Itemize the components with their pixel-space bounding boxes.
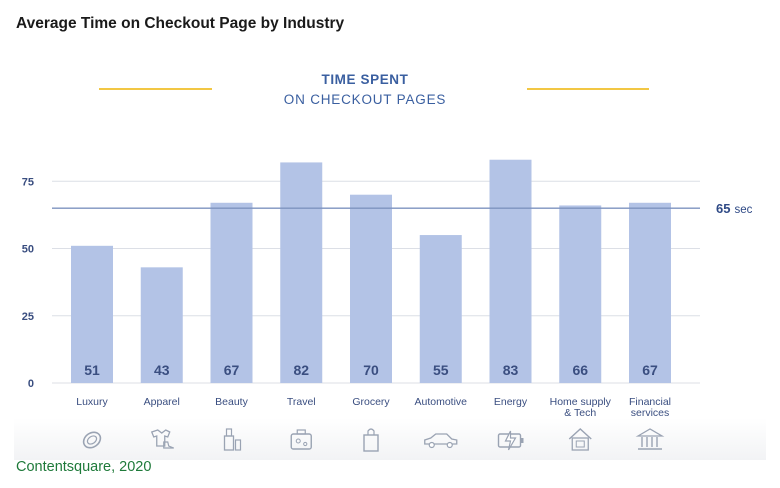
x-tick-label: Energy [494, 396, 528, 408]
x-tick-label: Beauty [215, 396, 248, 408]
x-tick-label: services [631, 407, 670, 419]
page-title: Average Time on Checkout Page by Industr… [16, 15, 345, 32]
y-tick-label: 25 [22, 311, 34, 323]
battery-charge-icon [497, 430, 524, 451]
x-tick-label: & Tech [564, 407, 596, 419]
data-label: 70 [363, 362, 379, 378]
chart-title: TIME SPENT ON CHECKOUT PAGES [240, 70, 490, 110]
reference-value: 65 [716, 201, 730, 216]
reference-unit: sec [734, 204, 752, 216]
cosmetics-icon [223, 428, 242, 451]
suitcase-icon [290, 429, 312, 450]
reference-line-group: 65 sec [52, 201, 753, 216]
x-tick-label: Grocery [352, 396, 390, 408]
data-label: 82 [293, 362, 309, 378]
bars [71, 159, 671, 383]
chart-title-line1: TIME SPENT [321, 72, 409, 87]
bar-financial-services [629, 202, 671, 383]
ring-icon [82, 431, 102, 449]
bar-travel [280, 162, 323, 383]
x-tick-label: Financial [629, 396, 671, 408]
data-label: 43 [154, 362, 170, 378]
bar-apparel [140, 267, 183, 383]
shirt-and-shoe-icon [150, 429, 174, 449]
bar-luxury [71, 245, 113, 383]
decorative-line-left [99, 88, 212, 90]
bar-home-supply-tech [559, 205, 602, 383]
source-credit: Contentsquare, 2020 [16, 459, 152, 475]
bar-beauty [210, 202, 253, 383]
shopping-bag-icon [363, 428, 379, 452]
x-tick-label: Home supply [550, 396, 612, 408]
bar-energy [489, 159, 532, 383]
data-label: 67 [642, 362, 658, 378]
data-label: 66 [572, 362, 588, 378]
data-label: 67 [224, 362, 240, 378]
y-tick-label: 0 [28, 378, 34, 390]
car-icon [424, 433, 458, 449]
labels: 0 25 50 75 51 Luxury 43 Apparel 67 Beauty 82 Travel… [22, 176, 671, 419]
data-label: 83 [503, 362, 519, 378]
house-icon [568, 428, 592, 451]
y-tick-label: 75 [22, 176, 34, 188]
y-tick-label: 50 [22, 244, 34, 256]
icons-strip [14, 418, 766, 460]
category-icons [82, 428, 665, 452]
bank-icon [635, 428, 665, 450]
bar-automotive [419, 235, 462, 383]
x-tick-label: Travel [287, 396, 316, 408]
decorative-line-right [527, 88, 649, 90]
bar-grocery [350, 194, 392, 383]
x-tick-label: Luxury [76, 396, 108, 408]
reference-line-label: 65 sec [716, 201, 753, 216]
x-tick-label: Apparel [144, 396, 180, 408]
data-label: 55 [433, 362, 449, 378]
chart-title-line2: ON CHECKOUT PAGES [283, 92, 447, 107]
x-tick-label: Automotive [414, 396, 467, 408]
data-label: 51 [84, 362, 100, 378]
